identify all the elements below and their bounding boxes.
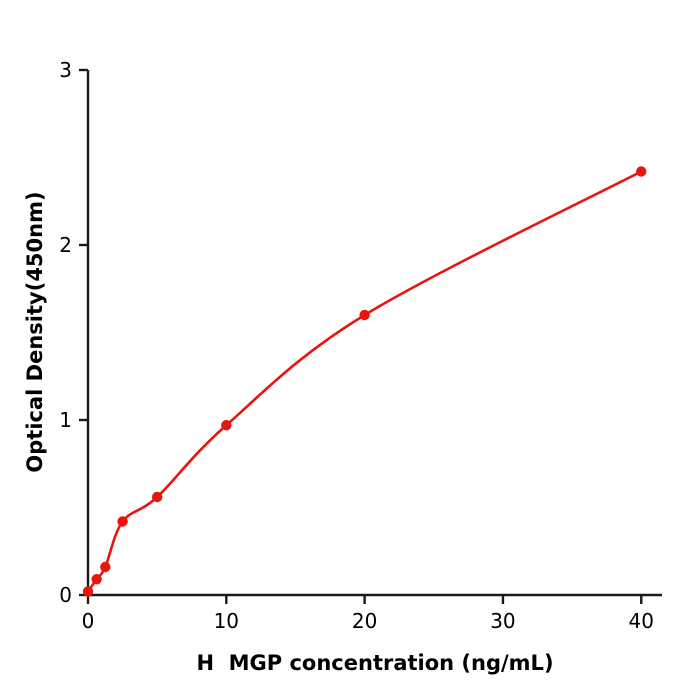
axes: 0 10 20 30 40 0 1 2 3 (59, 58, 662, 633)
data-point (117, 516, 128, 527)
data-points (82, 166, 647, 597)
x-tick-label: 30 (490, 609, 515, 633)
data-point (151, 491, 163, 503)
y-tick-label: 2 (59, 233, 72, 257)
data-point (359, 309, 370, 321)
data-point (221, 420, 232, 431)
y-tick-label: 0 (59, 583, 72, 607)
fit-curve (86, 170, 643, 593)
data-point (82, 586, 94, 597)
x-tick-label: 20 (352, 609, 377, 633)
x-tick-label: 40 (629, 609, 654, 633)
data-point (636, 166, 647, 177)
x-axis-label: H MGP concentration (ng/mL) (196, 651, 553, 675)
x-tick-label: 10 (214, 609, 239, 633)
data-point (100, 561, 111, 573)
fit-curve-path (86, 170, 643, 593)
x-tick-label: 0 (82, 609, 95, 633)
y-axis-label: Optical Density(450nm) (23, 191, 47, 472)
y-tick-label: 3 (59, 58, 72, 82)
data-point (91, 574, 102, 585)
y-tick-label: 1 (59, 408, 72, 432)
